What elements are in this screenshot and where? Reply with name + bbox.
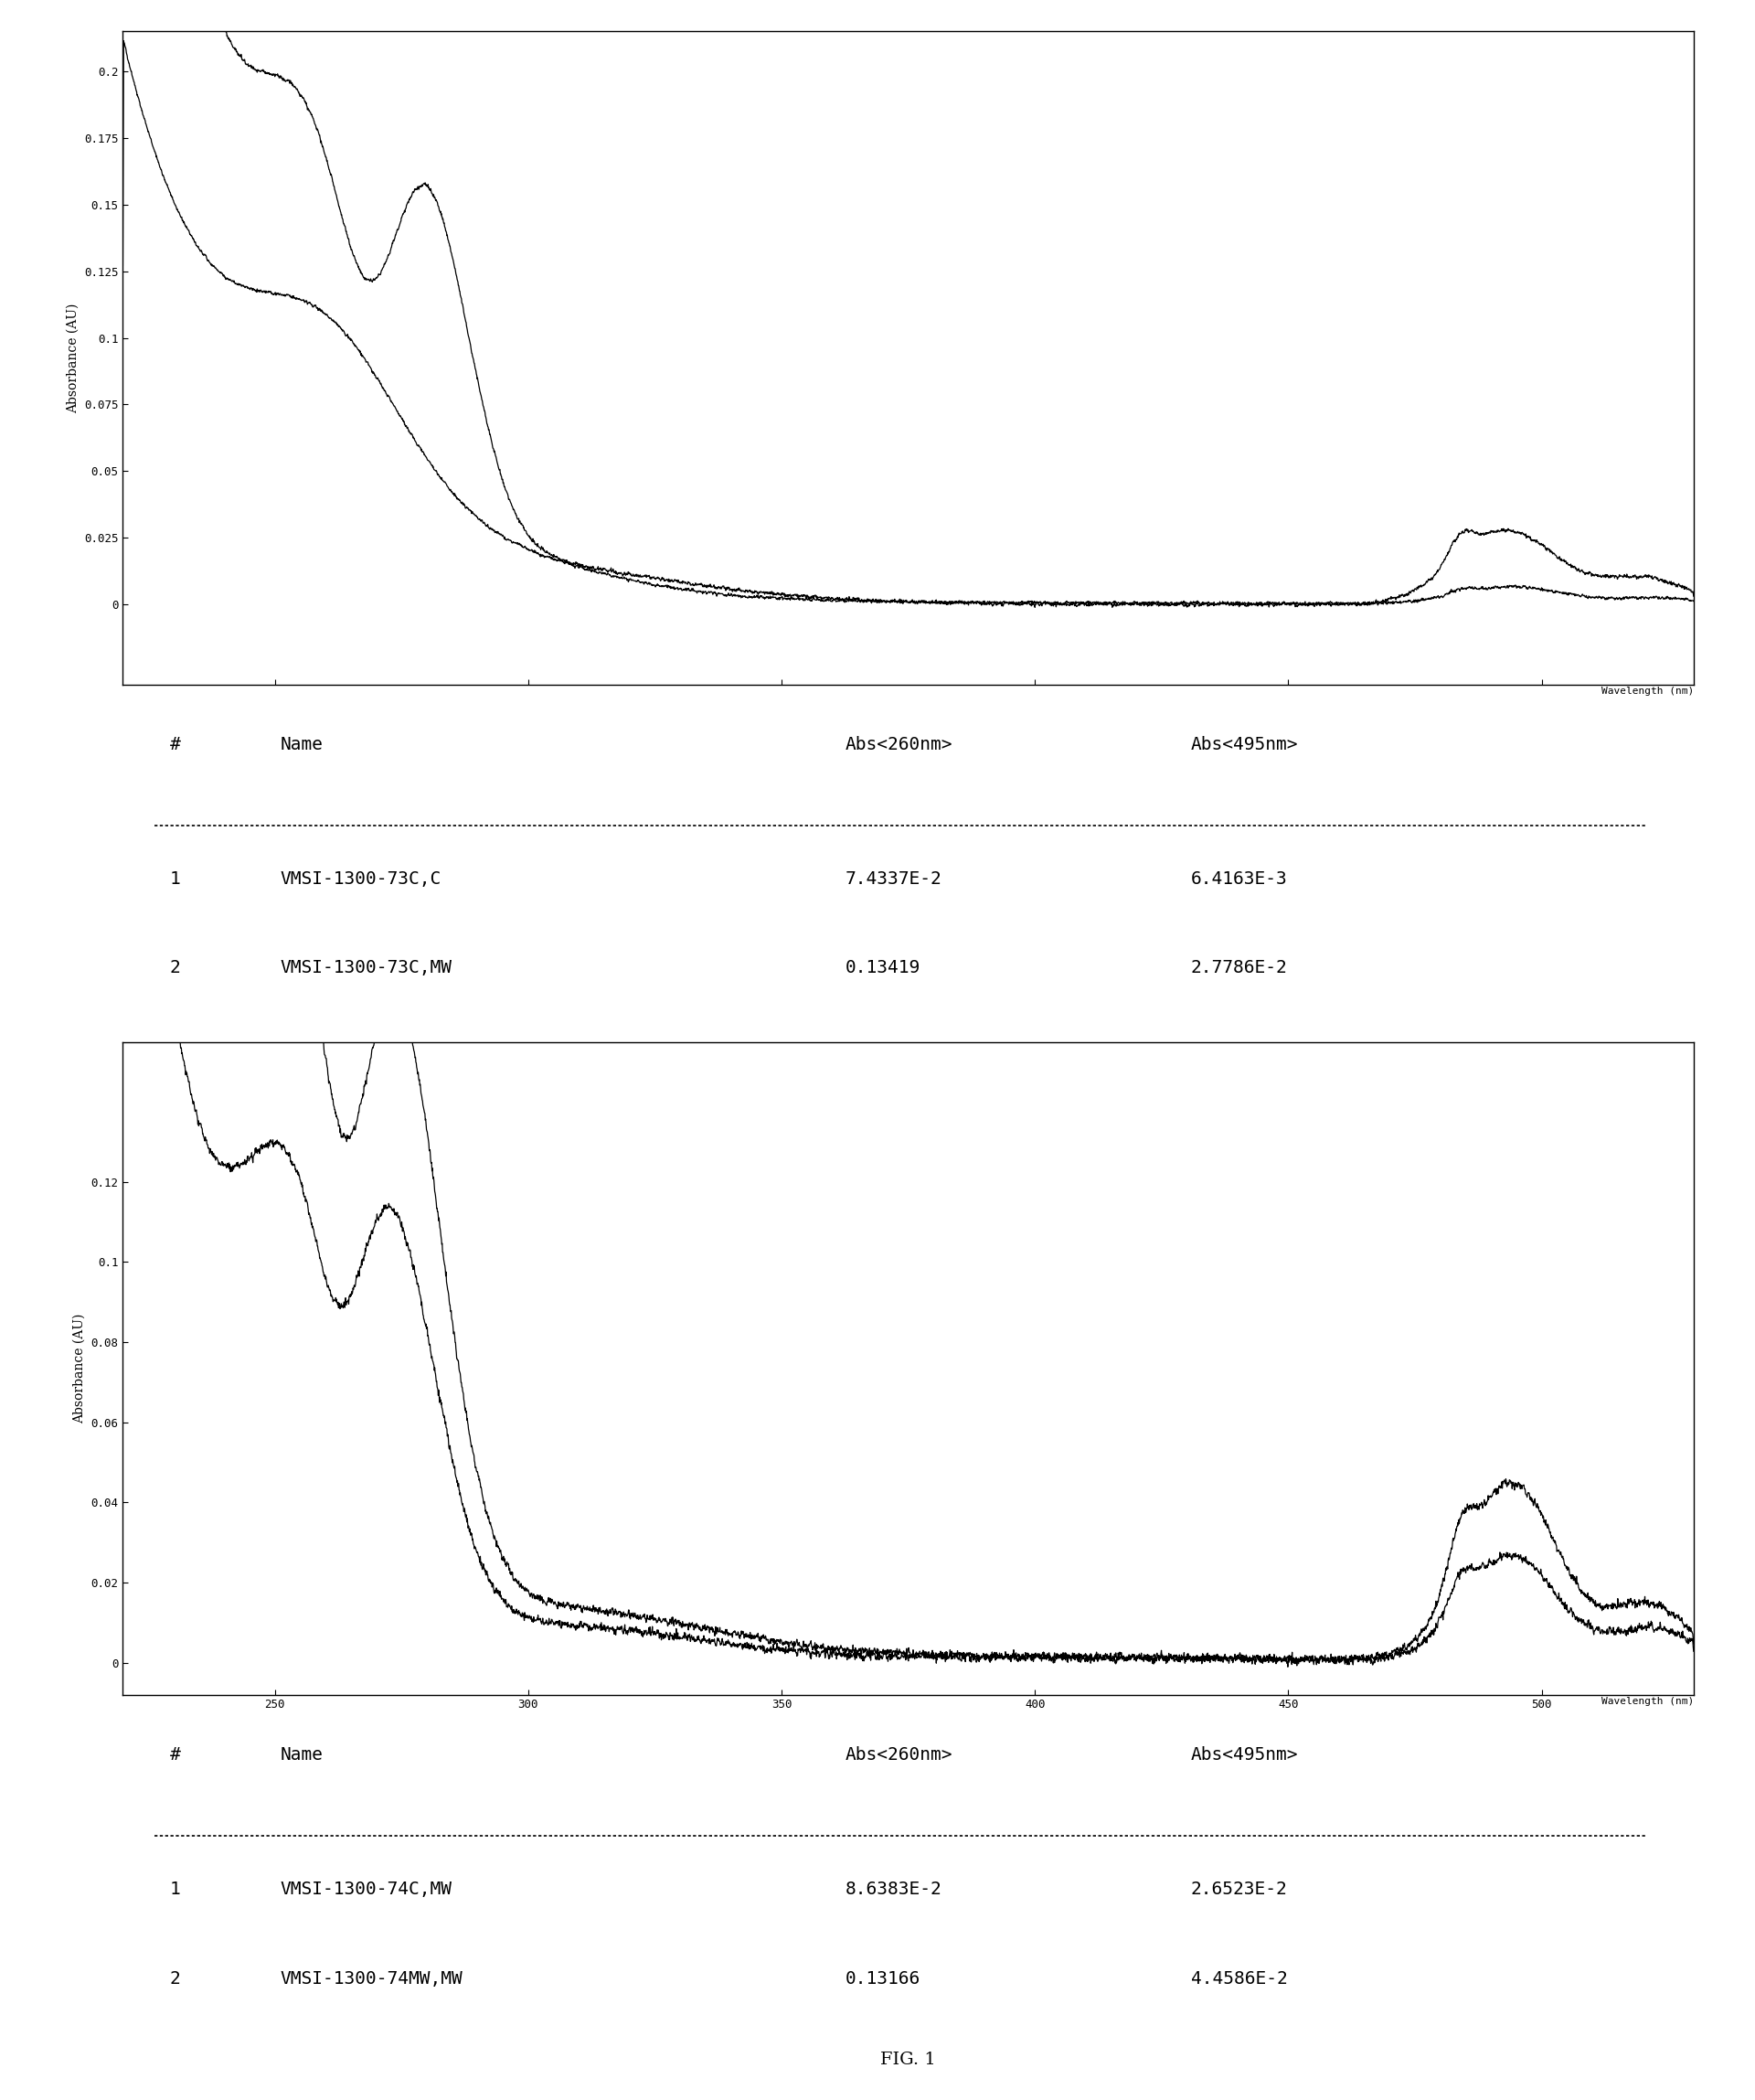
Text: #: # bbox=[170, 1745, 181, 1764]
Text: Wavelength (nm): Wavelength (nm) bbox=[1601, 687, 1694, 695]
Text: 2: 2 bbox=[170, 1970, 181, 1987]
Text: Abs<260nm>: Abs<260nm> bbox=[846, 735, 953, 754]
Text: 1: 1 bbox=[170, 1880, 181, 1898]
Text: 4.4586E-2: 4.4586E-2 bbox=[1192, 1970, 1288, 1987]
Text: #: # bbox=[170, 735, 181, 754]
Text: Name: Name bbox=[281, 1745, 323, 1764]
Text: 0.13419: 0.13419 bbox=[846, 960, 921, 976]
Y-axis label: Absorbance (AU): Absorbance (AU) bbox=[74, 1312, 86, 1424]
Text: 8.6383E-2: 8.6383E-2 bbox=[846, 1880, 942, 1898]
Text: Abs<495nm>: Abs<495nm> bbox=[1192, 1745, 1299, 1764]
Text: VMSI-1300-73C,MW: VMSI-1300-73C,MW bbox=[281, 960, 451, 976]
Y-axis label: Absorbance (AU): Absorbance (AU) bbox=[67, 302, 79, 414]
Text: Abs<495nm>: Abs<495nm> bbox=[1192, 735, 1299, 754]
Text: 1: 1 bbox=[170, 869, 181, 888]
Text: 2: 2 bbox=[170, 960, 181, 976]
Text: 0.13166: 0.13166 bbox=[846, 1970, 921, 1987]
Text: 2.7786E-2: 2.7786E-2 bbox=[1192, 960, 1288, 976]
Text: VMSI-1300-74C,MW: VMSI-1300-74C,MW bbox=[281, 1880, 451, 1898]
Text: 2.6523E-2: 2.6523E-2 bbox=[1192, 1880, 1288, 1898]
Text: VMSI-1300-73C,C: VMSI-1300-73C,C bbox=[281, 869, 441, 888]
Text: Name: Name bbox=[281, 735, 323, 754]
Text: FIG. 1: FIG. 1 bbox=[881, 2052, 935, 2068]
Text: VMSI-1300-74MW,MW: VMSI-1300-74MW,MW bbox=[281, 1970, 463, 1987]
Text: 6.4163E-3: 6.4163E-3 bbox=[1192, 869, 1288, 888]
Text: 7.4337E-2: 7.4337E-2 bbox=[846, 869, 942, 888]
Text: Wavelength (nm): Wavelength (nm) bbox=[1601, 1697, 1694, 1707]
Text: Abs<260nm>: Abs<260nm> bbox=[846, 1745, 953, 1764]
